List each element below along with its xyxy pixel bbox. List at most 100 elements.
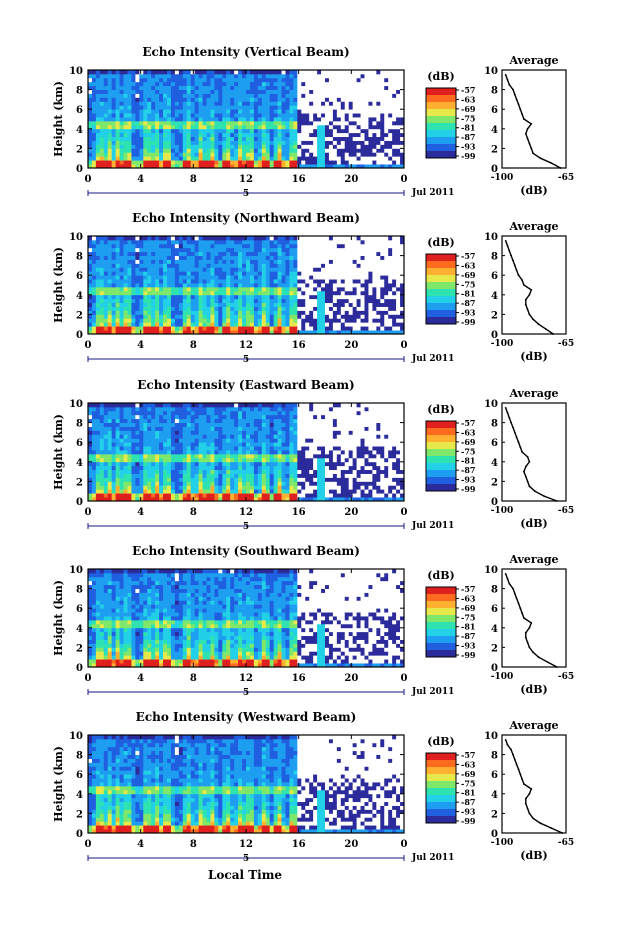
heatmap-cell xyxy=(218,286,223,292)
heatmap-cell xyxy=(170,132,176,138)
heatmap-cell xyxy=(388,105,393,110)
heatmap-cell xyxy=(115,453,120,459)
heatmap-cell xyxy=(297,113,302,118)
heatmap-cell xyxy=(178,251,184,256)
heatmap-cell xyxy=(151,85,156,90)
heatmap-cell xyxy=(226,239,231,245)
heatmap-cell xyxy=(135,477,140,482)
heatmap-cell xyxy=(238,330,243,334)
heatmap-cell xyxy=(222,105,227,110)
heatmap-cell xyxy=(376,326,381,331)
heatmap-cell xyxy=(222,156,227,161)
heatmap-cell xyxy=(88,406,93,412)
heatmap-cell xyxy=(88,77,93,83)
heatmap-cell xyxy=(309,247,314,253)
heatmap-cell xyxy=(214,310,219,315)
heatmap-cell xyxy=(111,290,117,296)
heatmap-cell xyxy=(139,113,144,118)
avg-x-tick-label: -100 xyxy=(491,173,514,183)
heatmap-cell xyxy=(392,259,397,264)
heatmap-cell xyxy=(328,318,334,323)
heatmap-cell xyxy=(182,120,188,126)
heatmap-cell xyxy=(317,89,322,94)
heatmap-cell xyxy=(115,89,120,94)
heatmap-cell xyxy=(167,271,172,276)
heatmap-cell xyxy=(186,255,192,260)
heatmap-cell xyxy=(147,414,152,420)
heatmap-cell xyxy=(352,318,357,323)
heatmap-cell xyxy=(174,239,180,245)
heatmap-cell xyxy=(293,124,298,130)
heatmap-cell xyxy=(313,109,318,114)
heatmap-cell xyxy=(147,426,152,431)
heatmap-cell xyxy=(230,263,235,268)
heatmap-cell xyxy=(325,243,330,249)
heatmap-cell xyxy=(206,77,211,83)
heatmap-cell xyxy=(206,294,211,300)
heatmap-cell xyxy=(115,101,120,106)
heatmap-cell xyxy=(91,294,97,300)
heatmap-cell xyxy=(285,113,290,118)
heatmap-cell xyxy=(344,144,350,149)
heatmap-cell xyxy=(206,330,211,334)
heatmap-cell xyxy=(111,310,117,315)
heatmap-cell xyxy=(400,243,404,249)
heatmap-cell xyxy=(301,314,306,319)
heatmap-cell xyxy=(340,298,346,304)
heatmap-cell xyxy=(336,302,342,307)
heatmap-cell xyxy=(249,136,255,141)
heatmap-cell xyxy=(226,306,231,311)
heatmap-cell xyxy=(328,302,334,307)
heatmap-cell xyxy=(198,156,203,161)
heatmap-cell xyxy=(214,267,219,272)
heatmap-cell xyxy=(115,294,120,300)
heatmap-cell xyxy=(273,322,278,327)
heatmap-cell xyxy=(88,164,93,168)
heatmap-cell xyxy=(111,406,117,412)
heatmap-cell xyxy=(305,132,310,138)
colorbar-tick-label: -87 xyxy=(461,132,475,142)
heatmap-cell xyxy=(131,120,136,126)
heatmap-cell xyxy=(332,243,338,249)
heatmap-cell xyxy=(388,275,393,280)
heatmap-cell xyxy=(170,283,176,288)
heatmap-cell xyxy=(325,113,330,118)
heatmap-cell xyxy=(325,132,330,138)
heatmap-cell xyxy=(253,73,259,79)
heatmap-cell xyxy=(226,152,231,157)
heatmap-cell xyxy=(170,489,176,494)
heatmap-cell xyxy=(163,410,168,416)
heatmap-cell xyxy=(163,259,168,264)
heatmap-cell xyxy=(147,136,152,141)
heatmap-cell xyxy=(135,73,140,79)
heatmap-cell xyxy=(210,310,215,315)
heatmap-cell xyxy=(222,243,227,249)
heatmap-cell xyxy=(309,164,314,168)
heatmap-cell xyxy=(242,275,247,280)
heatmap-cell xyxy=(321,97,326,102)
heatmap-cell xyxy=(202,283,207,288)
heatmap-cell xyxy=(139,77,144,83)
heatmap-cell xyxy=(289,109,294,114)
heatmap-cell xyxy=(261,306,267,311)
heatmap-cell xyxy=(218,85,223,90)
heatmap-cell xyxy=(360,251,365,256)
heatmap-cell xyxy=(111,97,117,102)
heatmap-cell xyxy=(115,243,120,249)
heatmap-cell xyxy=(234,302,239,307)
heatmap-cell xyxy=(91,322,97,327)
heatmap-cell xyxy=(257,302,263,307)
heatmap-cell xyxy=(167,148,172,153)
avg-x-tick-label: -65 xyxy=(558,339,574,349)
heatmap-cell xyxy=(392,286,397,292)
heatmap-cell xyxy=(139,485,144,490)
heatmap-cell xyxy=(143,152,148,157)
heatmap-cell xyxy=(107,302,113,307)
heatmap-cell xyxy=(131,117,136,122)
heatmap-cell xyxy=(135,426,140,431)
heatmap-cell xyxy=(238,326,243,331)
heatmap-cell xyxy=(119,105,124,110)
heatmap-cell xyxy=(340,286,346,292)
heatmap-cell xyxy=(313,294,318,300)
heatmap-cell xyxy=(119,132,124,138)
